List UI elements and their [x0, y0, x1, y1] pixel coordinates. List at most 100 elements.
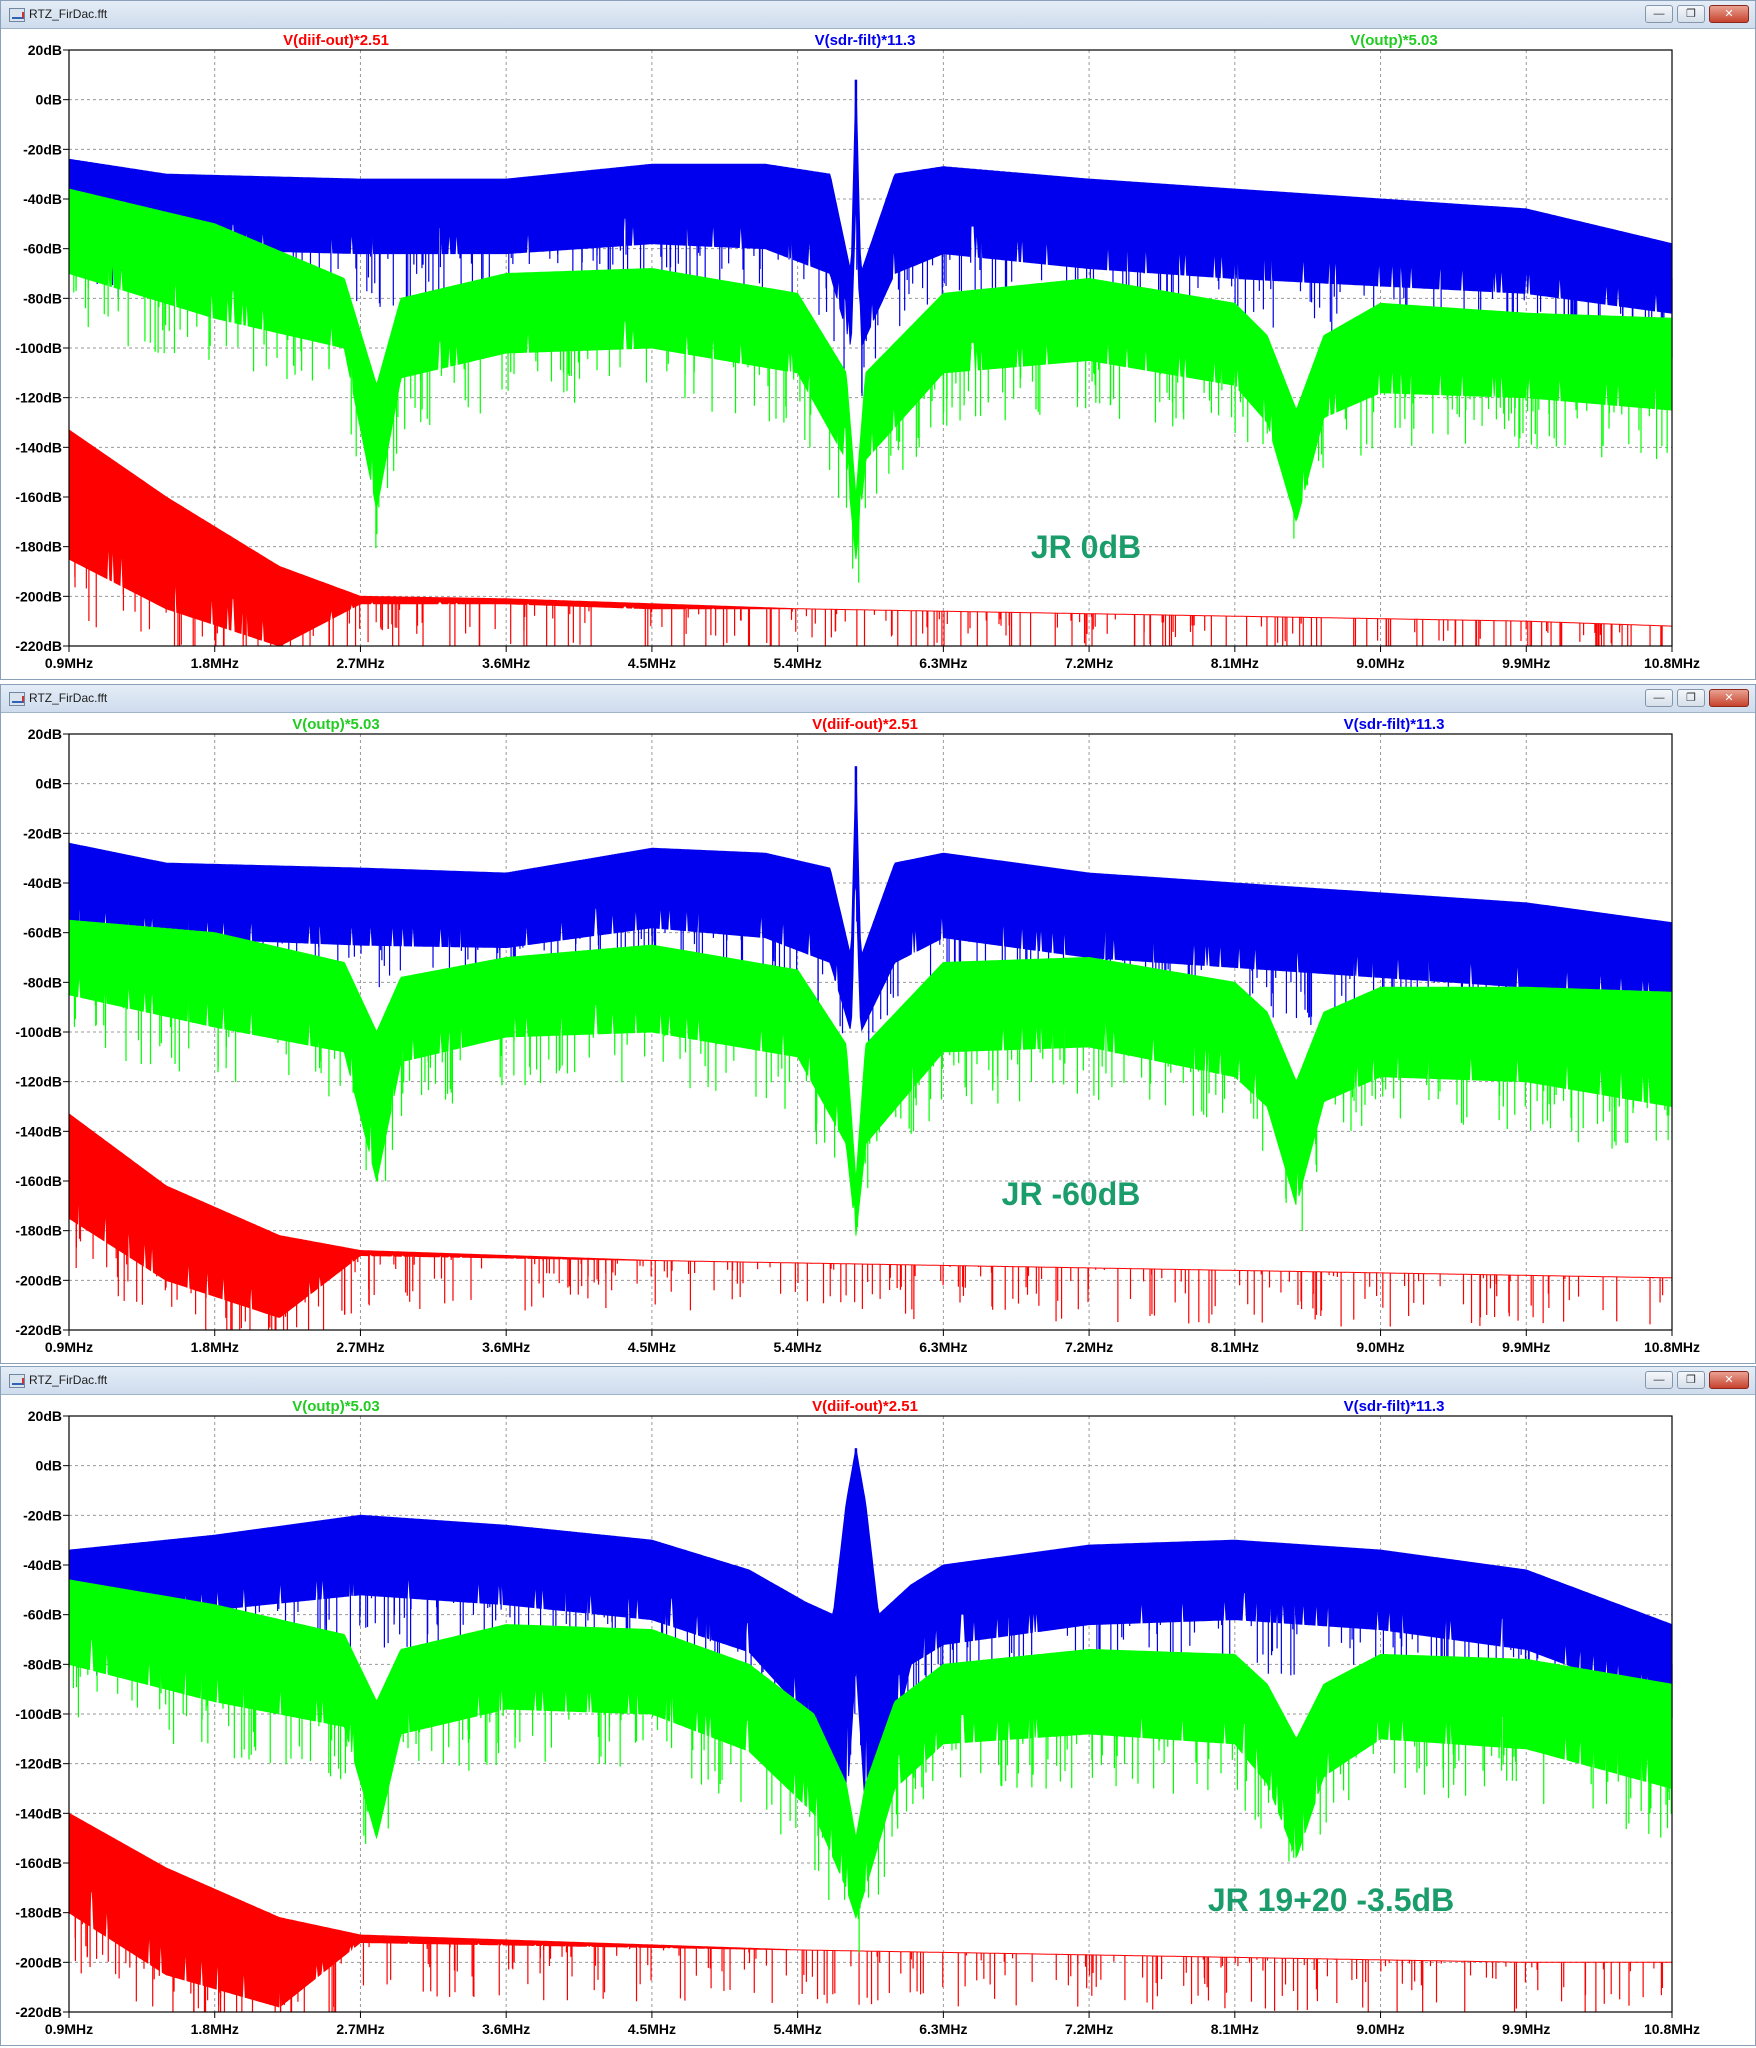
series-band-red [68, 428, 1672, 647]
y-tick-label: -20dB [23, 1507, 62, 1523]
trace-label-red[interactable]: V(diif-out)*2.51 [812, 716, 918, 733]
close-icon[interactable]: ✕ [1709, 5, 1749, 23]
restore-icon[interactable]: ❐ [1677, 5, 1705, 23]
x-tick-label: 1.8MHz [191, 1339, 239, 1355]
trace-label-red[interactable]: V(diif-out)*2.51 [283, 32, 389, 49]
x-tick-label: 9.9MHz [1502, 655, 1550, 671]
window-titlebar[interactable]: RTZ_FirDac.fft — ❐ ✕ [1, 1, 1755, 29]
x-tick-label: 5.4MHz [774, 2021, 822, 2037]
window-title: RTZ_FirDac.fft [29, 1373, 108, 1387]
x-tick-label: 6.3MHz [919, 1339, 967, 1355]
x-tick-label: 9.9MHz [1502, 1339, 1550, 1355]
y-tick-label: -40dB [23, 1557, 62, 1573]
x-tick-label: 3.6MHz [482, 1339, 530, 1355]
x-tick-label: 8.1MHz [1211, 655, 1259, 671]
x-tick-label: 6.3MHz [919, 2021, 967, 2037]
y-tick-label: 0dB [36, 1458, 62, 1474]
x-tick-label: 9.0MHz [1356, 1339, 1404, 1355]
annotation-label: JR -60dB [1002, 1176, 1141, 1212]
y-tick-label: -200dB [15, 588, 62, 604]
window-title: RTZ_FirDac.fft [29, 7, 108, 21]
x-tick-label: 9.0MHz [1356, 2021, 1404, 2037]
y-tick-label: -140dB [15, 439, 62, 455]
y-tick-label: -220dB [15, 1322, 62, 1338]
restore-icon[interactable]: ❐ [1677, 1371, 1705, 1389]
y-tick-label: -160dB [15, 1173, 62, 1189]
x-tick-label: 8.1MHz [1211, 2021, 1259, 2037]
y-tick-label: -80dB [23, 974, 62, 990]
trace-label-red[interactable]: V(diif-out)*2.51 [812, 1398, 918, 1415]
y-tick-label: -220dB [15, 2004, 62, 2020]
x-tick-label: 10.8MHz [1644, 2021, 1700, 2037]
waveform-app-icon [9, 8, 25, 22]
trace-label-green[interactable]: V(outp)*5.03 [292, 716, 380, 733]
y-tick-label: -20dB [23, 825, 62, 841]
fft-plot-3[interactable]: 20dB 0dB -20dB -40dB -60dB -80dB -100dB -120dB -… [1, 1394, 1755, 2045]
y-tick-label: -120dB [15, 390, 62, 406]
y-tick-label: 0dB [36, 92, 62, 108]
y-tick-label: -180dB [15, 1905, 62, 1921]
x-tick-label: 0.9MHz [45, 1339, 93, 1355]
trace-label-blue[interactable]: V(sdr-filt)*11.3 [815, 32, 916, 49]
window-titlebar[interactable]: RTZ_FirDac.fft — ❐ ✕ [1, 1367, 1755, 1395]
trace-label-blue[interactable]: V(sdr-filt)*11.3 [1344, 1398, 1445, 1415]
y-tick-label: -140dB [15, 1805, 62, 1821]
x-tick-label: 3.6MHz [482, 655, 530, 671]
waveform-app-icon [9, 1374, 25, 1388]
y-tick-label: -160dB [15, 1855, 62, 1871]
y-tick-label: -80dB [23, 1656, 62, 1672]
window-title: RTZ_FirDac.fft [29, 691, 108, 705]
series-band-red [68, 1812, 1672, 2008]
x-tick-label: 10.8MHz [1644, 1339, 1700, 1355]
y-tick-label: -200dB [15, 1272, 62, 1288]
x-tick-label: 6.3MHz [919, 655, 967, 671]
series-band-red [68, 1112, 1673, 1318]
restore-icon[interactable]: ❐ [1677, 689, 1705, 707]
fft-plot-2[interactable]: 20dB 0dB -20dB -40dB -60dB -80dB -100dB -120dB -… [1, 712, 1755, 1363]
plot-window-2[interactable]: RTZ_FirDac.fft — ❐ ✕ 20dB 0dB -20dB -40dB -6… [0, 684, 1756, 1364]
y-tick-label: -160dB [15, 489, 62, 505]
x-tick-label: 10.8MHz [1644, 655, 1700, 671]
x-tick-label: 5.4MHz [774, 1339, 822, 1355]
fft-plot-1[interactable]: 20dB 0dB -20dB -40dB -60dB -80dB -100dB -120dB -… [1, 28, 1755, 679]
y-tick-label: -180dB [15, 1223, 62, 1239]
y-tick-label: -60dB [23, 925, 62, 941]
trace-label-blue[interactable]: V(sdr-filt)*11.3 [1344, 716, 1445, 733]
y-tick-label: -220dB [15, 638, 62, 654]
annotation-label: JR 0dB [1031, 529, 1141, 565]
x-tick-label: 5.4MHz [774, 655, 822, 671]
minimize-icon[interactable]: — [1645, 5, 1673, 23]
x-tick-label: 7.2MHz [1065, 1339, 1113, 1355]
close-icon[interactable]: ✕ [1709, 689, 1749, 707]
x-tick-label: 7.2MHz [1065, 655, 1113, 671]
y-tick-label: -200dB [15, 1954, 62, 1970]
trace-label-green[interactable]: V(outp)*5.03 [1350, 32, 1438, 49]
y-tick-label: -100dB [15, 1024, 62, 1040]
minimize-icon[interactable]: — [1645, 1371, 1673, 1389]
x-tick-label: 9.9MHz [1502, 2021, 1550, 2037]
y-tick-label: -120dB [15, 1756, 62, 1772]
x-tick-label: 7.2MHz [1065, 2021, 1113, 2037]
y-tick-label: -60dB [23, 241, 62, 257]
plot-window-3[interactable]: RTZ_FirDac.fft — ❐ ✕ 20dB 0dB -20dB -40dB -6… [0, 1366, 1756, 2046]
plot-window-1[interactable]: RTZ_FirDac.fft — ❐ ✕ 20dB 0dB -20dB -40dB -6… [0, 0, 1756, 680]
waveform-app-icon [9, 692, 25, 706]
x-tick-label: 0.9MHz [45, 655, 93, 671]
x-tick-label: 2.7MHz [336, 2021, 384, 2037]
y-tick-label: 20dB [28, 1408, 62, 1424]
x-tick-label: 0.9MHz [45, 2021, 93, 2037]
y-tick-label: -80dB [23, 290, 62, 306]
y-tick-label: -180dB [15, 539, 62, 555]
y-tick-label: -100dB [15, 1706, 62, 1722]
x-tick-label: 2.7MHz [336, 655, 384, 671]
window-titlebar[interactable]: RTZ_FirDac.fft — ❐ ✕ [1, 685, 1755, 713]
x-tick-label: 9.0MHz [1356, 655, 1404, 671]
x-tick-label: 2.7MHz [336, 1339, 384, 1355]
x-tick-label: 4.5MHz [628, 655, 676, 671]
x-tick-label: 4.5MHz [628, 2021, 676, 2037]
close-icon[interactable]: ✕ [1709, 1371, 1749, 1389]
minimize-icon[interactable]: — [1645, 689, 1673, 707]
y-tick-label: -100dB [15, 340, 62, 356]
x-tick-label: 8.1MHz [1211, 1339, 1259, 1355]
trace-label-green[interactable]: V(outp)*5.03 [292, 1398, 380, 1415]
